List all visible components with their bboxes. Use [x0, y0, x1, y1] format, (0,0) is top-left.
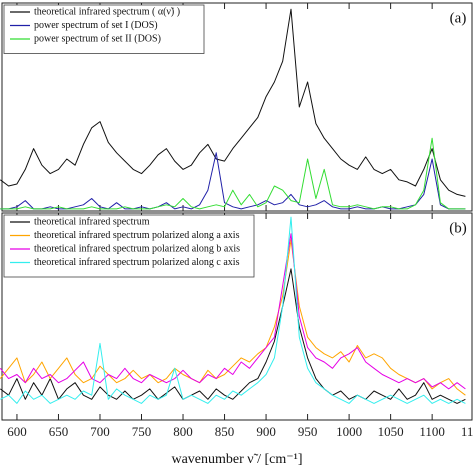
panel-label: (b) — [449, 220, 467, 236]
series-line — [0, 239, 466, 396]
x-tick-label: 850 — [215, 424, 235, 439]
x-tick-label: 650 — [49, 424, 69, 439]
series-line — [0, 137, 466, 210]
plot-frame — [1, 2, 473, 212]
series-line — [0, 268, 466, 404]
legend-label: theoretical infrared spectrum — [34, 216, 150, 227]
panel-label: (a) — [450, 10, 467, 26]
x-tick-label: 1100 — [419, 424, 445, 439]
legend-box — [3, 214, 255, 278]
legend-box — [3, 4, 205, 54]
x-tick-label: 750 — [132, 424, 152, 439]
series-line — [0, 8, 466, 197]
x-tick-label: 1050 — [378, 424, 404, 439]
plot-frame — [1, 212, 473, 421]
legend-label: theoretical infrared spectrum polarized … — [34, 230, 240, 241]
legend-label: theoretical infrared spectrum ( α(ν̃) ) — [34, 6, 180, 17]
x-tick-label: 800 — [173, 424, 193, 439]
x-axis-label: wavenumber ν̃ / [cm⁻¹] — [171, 452, 302, 467]
x-tick-label: 1000 — [336, 424, 362, 439]
x-tick-label: 950 — [298, 424, 318, 439]
legend-label: theoretical infrared spectrum polarized … — [34, 257, 240, 268]
x-tick-label: 1150 — [461, 424, 474, 439]
series-line — [0, 152, 466, 210]
x-tick-label: 900 — [256, 424, 276, 439]
x-tick-label: 700 — [90, 424, 110, 439]
legend-label: theoretical infrared spectrum polarized … — [34, 243, 240, 254]
x-tick-label: 600 — [7, 424, 27, 439]
legend-label: power spectrum of set I (DOS) — [34, 20, 158, 31]
legend-label: power spectrum of set II (DOS) — [34, 33, 161, 44]
series-line — [0, 233, 466, 390]
series-line — [0, 216, 466, 404]
